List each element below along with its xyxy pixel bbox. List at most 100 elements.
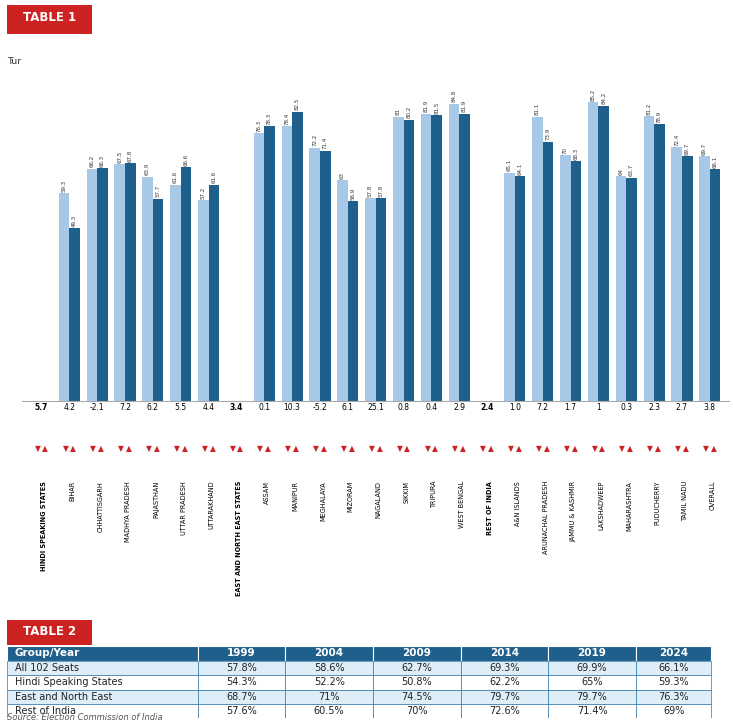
Bar [198, 200, 209, 401]
Text: 73.9: 73.9 [545, 128, 550, 140]
Text: 81.2: 81.2 [647, 103, 652, 115]
Text: ▼: ▼ [202, 444, 207, 453]
Text: ▲: ▲ [600, 444, 605, 453]
Bar [125, 163, 136, 401]
Text: 69.9%: 69.9% [577, 663, 608, 673]
Text: Decline/Increase ( Percentage Points)(pp): Decline/Increase ( Percentage Points)(pp… [480, 57, 677, 66]
Text: TAMIL NADU: TAMIL NADU [682, 481, 688, 521]
Text: PUDUCHERRY: PUDUCHERRY [654, 481, 660, 525]
Text: Hindi Speaking States: Hindi Speaking States [15, 677, 122, 687]
Text: ▲: ▲ [377, 444, 383, 453]
Text: ▲: ▲ [98, 444, 104, 453]
Text: 81.5: 81.5 [434, 102, 439, 114]
Text: 0.3: 0.3 [620, 403, 633, 412]
FancyBboxPatch shape [636, 646, 711, 661]
Bar [459, 114, 470, 401]
FancyBboxPatch shape [7, 675, 198, 690]
Text: -5.2: -5.2 [312, 403, 328, 412]
Text: ▼: ▼ [34, 444, 40, 453]
Text: ▲: ▲ [43, 444, 48, 453]
Bar [281, 126, 292, 401]
Text: ▼: ▼ [564, 444, 570, 453]
Bar [421, 114, 431, 401]
Text: ▼: ▼ [118, 444, 124, 453]
Text: ▼: ▼ [285, 444, 291, 453]
FancyBboxPatch shape [7, 646, 198, 661]
Text: ▲: ▲ [210, 444, 216, 453]
Text: ▼: ▼ [257, 444, 263, 453]
Text: RAJASTHAN: RAJASTHAN [153, 481, 159, 518]
Text: Source: Election Commission of India: Source: Election Commission of India [7, 713, 163, 722]
Text: ▲: ▲ [182, 444, 188, 453]
Bar [449, 103, 459, 401]
Text: Group/Year: Group/Year [15, 648, 80, 658]
Text: ▼: ▼ [369, 444, 375, 453]
Text: 57.8%: 57.8% [226, 663, 257, 673]
Bar [292, 112, 303, 401]
FancyBboxPatch shape [460, 675, 548, 690]
Text: 81.1: 81.1 [535, 103, 540, 115]
Text: ▼: ▼ [313, 444, 319, 453]
Text: ▲: ▲ [460, 444, 466, 453]
Bar [515, 176, 526, 401]
Text: 2.7: 2.7 [676, 403, 688, 412]
Bar [654, 124, 665, 401]
Text: 72.4: 72.4 [674, 134, 679, 146]
FancyBboxPatch shape [636, 690, 711, 704]
Text: JAMMU & KASHMIR: JAMMU & KASHMIR [570, 481, 577, 542]
Text: 5.7: 5.7 [34, 403, 48, 412]
Text: EAST AND NORTH EAST STATES: EAST AND NORTH EAST STATES [237, 481, 243, 596]
Text: 2019: 2019 [578, 648, 606, 658]
Text: 69.3%: 69.3% [489, 663, 520, 673]
FancyBboxPatch shape [636, 675, 711, 690]
FancyBboxPatch shape [548, 704, 636, 718]
Text: 63.7: 63.7 [629, 164, 634, 176]
Text: 70: 70 [563, 147, 568, 154]
Bar [710, 169, 721, 401]
Text: 66.6: 66.6 [183, 154, 188, 166]
Text: 2019: 2019 [103, 57, 127, 66]
Bar [97, 168, 108, 401]
FancyBboxPatch shape [548, 661, 636, 675]
Text: 0.1: 0.1 [258, 403, 270, 412]
Text: ▼: ▼ [62, 444, 68, 453]
Text: 2.4: 2.4 [480, 403, 494, 412]
Text: ▲: ▲ [516, 444, 522, 453]
Text: 66.2: 66.2 [89, 155, 95, 168]
Text: 65.1: 65.1 [507, 159, 512, 171]
Bar [181, 168, 191, 401]
Text: 81.9: 81.9 [462, 100, 467, 113]
Text: ▲: ▲ [432, 444, 438, 453]
Text: 2.9: 2.9 [453, 403, 465, 412]
Text: 78.4: 78.4 [284, 113, 290, 125]
Text: All 102 Seats: All 102 Seats [15, 663, 78, 673]
Text: 68.7%: 68.7% [226, 692, 257, 702]
Text: 66.1%: 66.1% [658, 663, 689, 673]
FancyBboxPatch shape [285, 690, 373, 704]
Text: 2009: 2009 [402, 648, 431, 658]
FancyBboxPatch shape [285, 646, 373, 661]
Text: ▼: ▼ [440, 56, 447, 66]
Text: 72.6%: 72.6% [489, 706, 520, 716]
Text: BIHAR: BIHAR [70, 481, 75, 501]
Text: ▲: ▲ [265, 444, 271, 453]
Text: 72.2: 72.2 [312, 134, 317, 147]
Bar [560, 155, 570, 401]
Text: 50.8%: 50.8% [402, 677, 432, 687]
Bar [626, 178, 637, 401]
Text: 67.5: 67.5 [117, 151, 122, 162]
FancyBboxPatch shape [7, 661, 198, 675]
Text: 1: 1 [596, 403, 601, 412]
Text: TRIPURA: TRIPURA [431, 481, 438, 508]
Text: 80.2: 80.2 [406, 106, 411, 118]
Text: 58.6%: 58.6% [314, 663, 345, 673]
Text: 81: 81 [396, 108, 401, 116]
Bar [403, 120, 414, 401]
Text: 71%: 71% [318, 692, 340, 702]
Text: MEGHALAYA: MEGHALAYA [320, 481, 326, 521]
FancyBboxPatch shape [7, 620, 92, 645]
Text: 0.8: 0.8 [397, 403, 410, 412]
Text: A&N ISLANDS: A&N ISLANDS [515, 481, 521, 526]
Text: 78.9: 78.9 [657, 110, 662, 123]
Text: WEST BENGAL: WEST BENGAL [459, 481, 465, 528]
